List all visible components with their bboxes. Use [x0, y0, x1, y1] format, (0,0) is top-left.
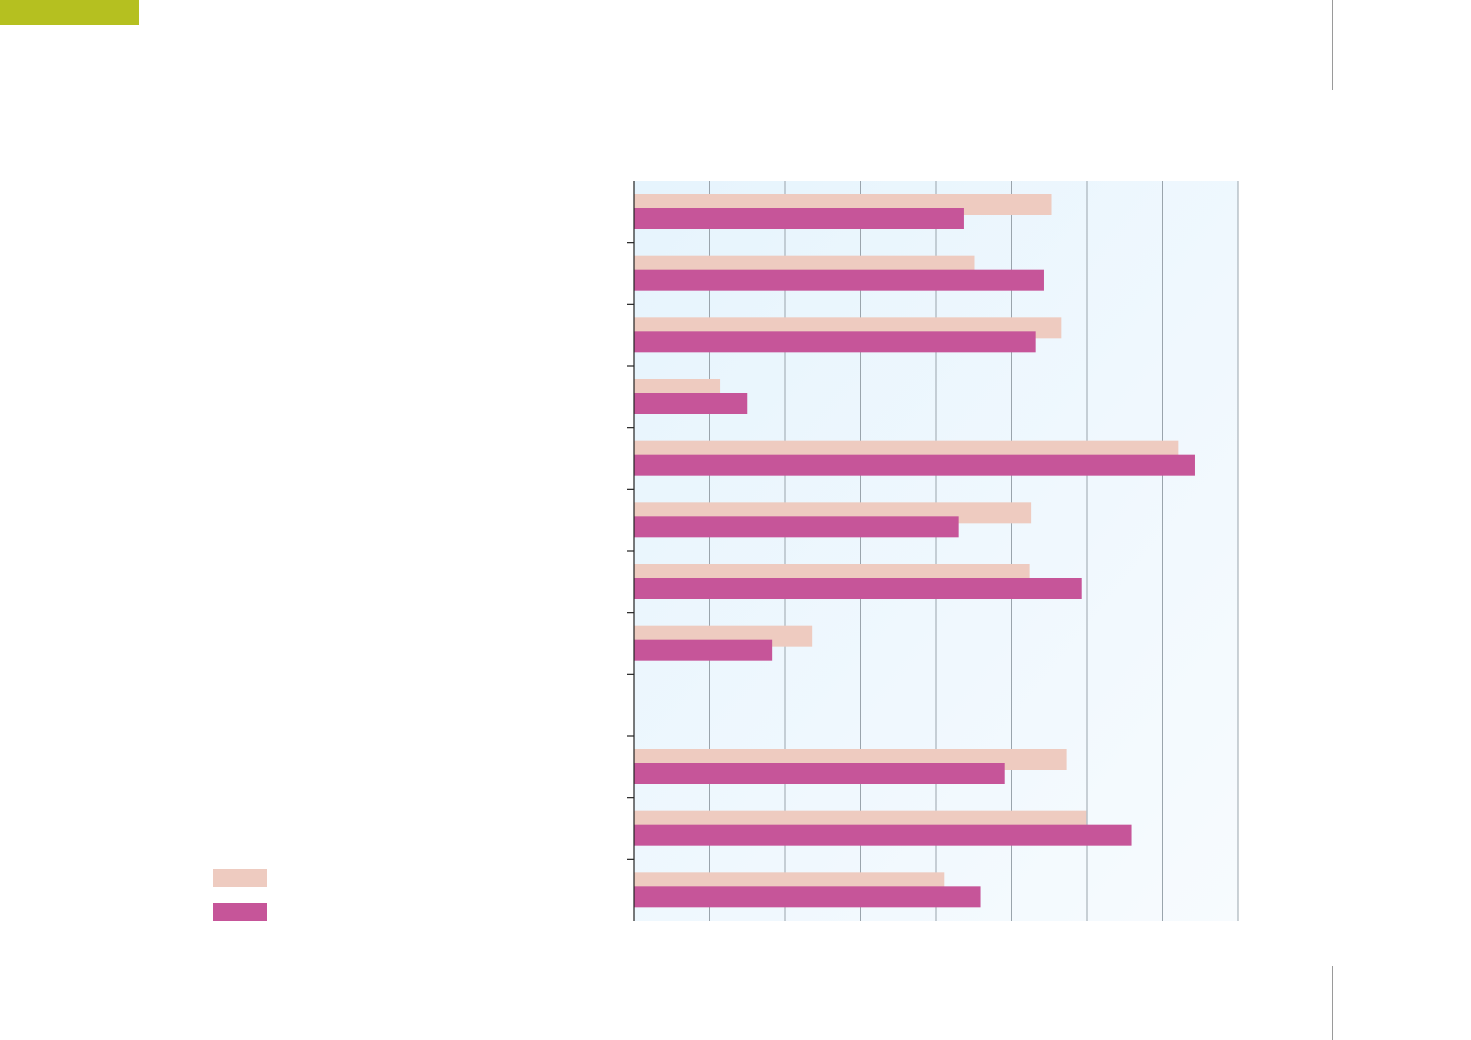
- header-accent-bar: [0, 0, 139, 25]
- gridlines: [633, 181, 1239, 921]
- bar-series-2-cat-8: [634, 639, 773, 661]
- legend: [213, 869, 277, 937]
- legend-swatch-series-2: [213, 903, 267, 921]
- legend-item-series-2: [213, 903, 277, 921]
- bar-series-2-cat-2: [634, 269, 1044, 291]
- bar-series-2-cat-12: [634, 886, 981, 908]
- bar-series-2-cat-5: [634, 454, 1195, 476]
- bar-series-2-cat-3: [634, 331, 1036, 353]
- bar-series-2-cat-11: [634, 824, 1132, 846]
- bar-series-2-cat-1: [634, 208, 964, 229]
- legend-item-series-1: [213, 869, 277, 887]
- bottom-margin-rule: [1332, 966, 1333, 1040]
- bar-series-2-cat-7: [634, 578, 1082, 599]
- bar-series-2-cat-6: [634, 516, 959, 538]
- bars: [634, 194, 1195, 908]
- bar-series-2-cat-4: [634, 393, 748, 414]
- bar-series-2-cat-10: [634, 763, 1005, 784]
- legend-swatch-series-1: [213, 869, 267, 887]
- top-margin-rule: [1332, 0, 1333, 90]
- y-axis: [627, 181, 635, 921]
